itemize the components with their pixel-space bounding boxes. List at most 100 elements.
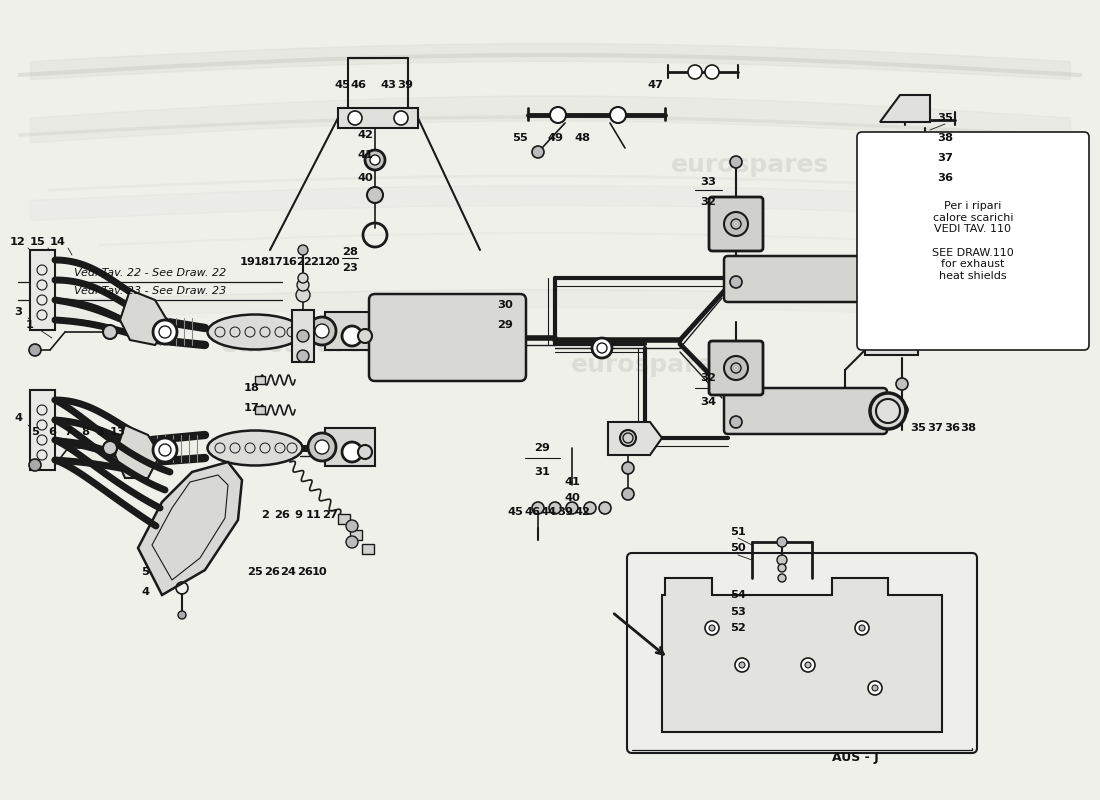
Circle shape bbox=[876, 399, 900, 423]
Circle shape bbox=[801, 658, 815, 672]
Text: 39: 39 bbox=[397, 80, 412, 90]
Text: 53: 53 bbox=[730, 607, 746, 617]
Text: 16: 16 bbox=[282, 257, 298, 267]
Polygon shape bbox=[138, 462, 242, 595]
Text: 24: 24 bbox=[280, 567, 296, 577]
Circle shape bbox=[855, 621, 869, 635]
Circle shape bbox=[918, 205, 931, 217]
Text: 55: 55 bbox=[513, 133, 528, 143]
Polygon shape bbox=[120, 290, 170, 345]
Text: 5: 5 bbox=[31, 427, 38, 437]
Circle shape bbox=[103, 441, 117, 455]
Circle shape bbox=[153, 320, 177, 344]
Bar bbox=[255, 376, 265, 384]
Text: 52: 52 bbox=[730, 623, 746, 633]
Bar bbox=[324, 428, 375, 466]
Text: 14: 14 bbox=[51, 237, 66, 247]
Circle shape bbox=[358, 445, 372, 459]
FancyBboxPatch shape bbox=[724, 256, 887, 302]
Text: 3: 3 bbox=[96, 427, 104, 437]
Text: 39: 39 bbox=[557, 507, 573, 517]
Bar bbox=[338, 514, 350, 524]
Circle shape bbox=[178, 611, 186, 619]
Circle shape bbox=[918, 178, 931, 190]
Text: eurospares: eurospares bbox=[571, 353, 729, 377]
Circle shape bbox=[365, 150, 385, 170]
Circle shape bbox=[600, 502, 610, 514]
Circle shape bbox=[730, 156, 743, 168]
Text: 1: 1 bbox=[26, 320, 34, 330]
Circle shape bbox=[549, 502, 561, 514]
Circle shape bbox=[876, 266, 900, 290]
Circle shape bbox=[297, 350, 309, 362]
Ellipse shape bbox=[208, 314, 302, 350]
Circle shape bbox=[620, 430, 636, 446]
Circle shape bbox=[29, 344, 41, 356]
Text: 32: 32 bbox=[700, 197, 716, 207]
Circle shape bbox=[730, 416, 743, 428]
Text: 30: 30 bbox=[497, 300, 513, 310]
Text: 5: 5 bbox=[141, 567, 149, 577]
Text: 34: 34 bbox=[700, 397, 716, 407]
Text: 13: 13 bbox=[110, 427, 125, 437]
Text: 22: 22 bbox=[296, 257, 312, 267]
FancyBboxPatch shape bbox=[710, 341, 763, 395]
Text: 49: 49 bbox=[547, 133, 563, 143]
Text: eurospares: eurospares bbox=[671, 153, 829, 177]
Text: 35: 35 bbox=[937, 113, 953, 123]
Circle shape bbox=[621, 462, 634, 474]
Text: 11: 11 bbox=[306, 510, 322, 520]
Text: 45: 45 bbox=[334, 80, 350, 90]
Bar bbox=[292, 310, 313, 362]
FancyBboxPatch shape bbox=[724, 388, 887, 434]
Bar bbox=[324, 312, 375, 350]
Circle shape bbox=[358, 329, 372, 343]
Circle shape bbox=[550, 107, 566, 123]
Text: Per i ripari
calore scarichi
VEDI TAV. 110

SEE DRAW.110
for exhaust
heat shield: Per i ripari calore scarichi VEDI TAV. 1… bbox=[932, 202, 1014, 281]
Circle shape bbox=[103, 325, 117, 339]
Ellipse shape bbox=[208, 430, 302, 466]
Polygon shape bbox=[30, 250, 55, 330]
Circle shape bbox=[29, 459, 41, 471]
Circle shape bbox=[296, 288, 310, 302]
Circle shape bbox=[348, 111, 362, 125]
Text: 17: 17 bbox=[244, 403, 260, 413]
Text: 18: 18 bbox=[254, 257, 270, 267]
Circle shape bbox=[610, 107, 626, 123]
Text: 37: 37 bbox=[927, 423, 943, 433]
Circle shape bbox=[859, 625, 865, 631]
Circle shape bbox=[896, 378, 907, 390]
Text: 36: 36 bbox=[937, 173, 953, 183]
Text: 40: 40 bbox=[564, 493, 580, 503]
Circle shape bbox=[367, 187, 383, 203]
Text: 41: 41 bbox=[564, 477, 580, 487]
Text: 12: 12 bbox=[10, 237, 26, 247]
Bar bbox=[362, 544, 374, 554]
Text: 23: 23 bbox=[342, 263, 358, 273]
Polygon shape bbox=[338, 108, 418, 128]
Text: 37: 37 bbox=[937, 153, 953, 163]
Text: 48: 48 bbox=[574, 133, 590, 143]
Circle shape bbox=[778, 564, 786, 572]
Text: 41: 41 bbox=[358, 150, 373, 160]
Text: 40: 40 bbox=[358, 173, 373, 183]
Text: 2: 2 bbox=[261, 510, 268, 520]
Circle shape bbox=[730, 276, 743, 288]
Circle shape bbox=[805, 662, 811, 668]
Polygon shape bbox=[30, 390, 55, 470]
Text: 21: 21 bbox=[310, 257, 326, 267]
Text: 10: 10 bbox=[312, 567, 328, 577]
Circle shape bbox=[778, 574, 786, 582]
Circle shape bbox=[777, 537, 786, 547]
Text: 42: 42 bbox=[574, 507, 590, 517]
Text: 54: 54 bbox=[730, 590, 746, 600]
Circle shape bbox=[308, 317, 336, 345]
Circle shape bbox=[739, 662, 745, 668]
Circle shape bbox=[621, 488, 634, 500]
Text: 36: 36 bbox=[944, 423, 960, 433]
FancyBboxPatch shape bbox=[627, 553, 977, 753]
Circle shape bbox=[918, 152, 931, 164]
Text: 18: 18 bbox=[244, 383, 260, 393]
Text: 4: 4 bbox=[14, 413, 22, 423]
Circle shape bbox=[315, 324, 329, 338]
